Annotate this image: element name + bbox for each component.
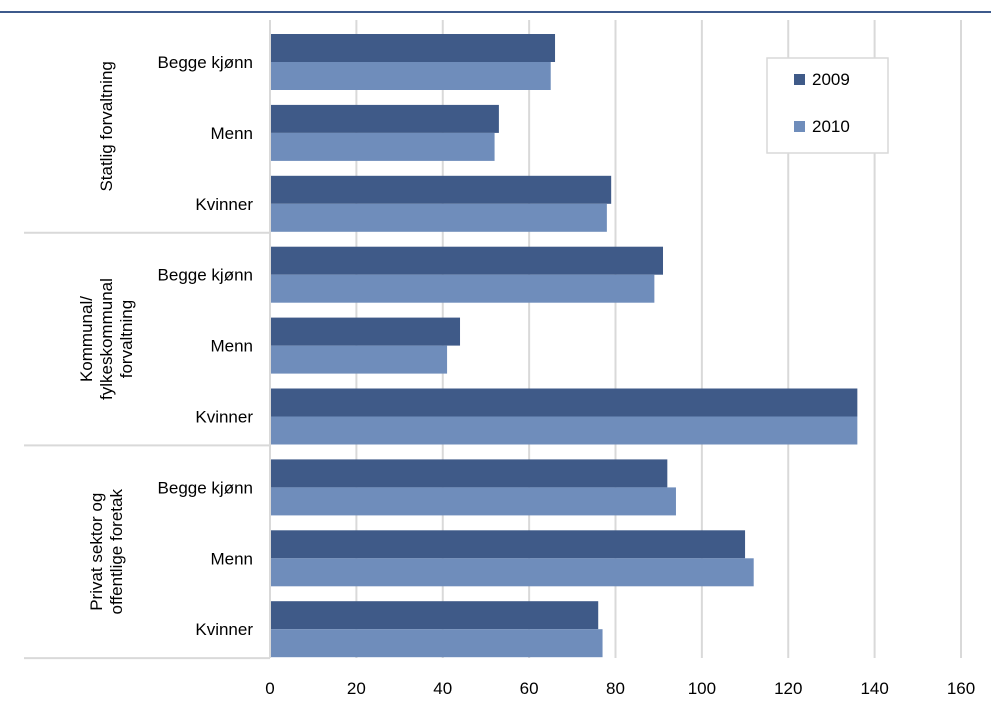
legend-swatch-2010 xyxy=(794,121,805,132)
x-tick-label: 160 xyxy=(947,679,975,698)
bar-2010 xyxy=(270,558,754,587)
category-label: Begge kjønn xyxy=(158,266,253,285)
bar-2009 xyxy=(270,246,664,275)
x-tick-label: 140 xyxy=(860,679,888,698)
category-label: Menn xyxy=(210,337,253,356)
bar-2009 xyxy=(270,175,612,204)
group-label: Statlig forvaltning xyxy=(97,61,116,191)
legend-label-2009: 2009 xyxy=(812,70,850,89)
category-label: Kvinner xyxy=(195,195,253,214)
x-tick-label: 120 xyxy=(774,679,802,698)
bar-2009 xyxy=(270,388,858,417)
x-tick-label: 80 xyxy=(606,679,625,698)
bar-2009 xyxy=(270,530,746,559)
axes: 0 20 40 60 80 100 120 140 160 xyxy=(24,20,975,698)
bar-2010 xyxy=(270,345,448,374)
category-label: Menn xyxy=(210,124,253,143)
bar-2009 xyxy=(270,34,556,62)
x-tick-label: 20 xyxy=(347,679,366,698)
x-tick-label: 40 xyxy=(433,679,452,698)
legend-label-2010: 2010 xyxy=(812,117,850,136)
category-label: Begge kjønn xyxy=(158,53,253,72)
bar-2010 xyxy=(270,132,495,161)
labels: Begge kjønn Menn Kvinner Begge kjønn Menn Kvi… xyxy=(77,53,253,639)
bars xyxy=(270,34,858,658)
legend: 2009 2010 xyxy=(766,57,889,154)
bar-2010 xyxy=(270,203,607,232)
bar-2010 xyxy=(270,487,676,516)
x-tick-label: 0 xyxy=(265,679,274,698)
category-label: Menn xyxy=(210,549,253,568)
bar-2010 xyxy=(270,416,858,445)
bar-2009 xyxy=(270,601,599,630)
legend-box xyxy=(766,57,889,154)
bar-2010 xyxy=(270,274,655,303)
category-label: Begge kjønn xyxy=(158,478,253,497)
x-tick-label: 100 xyxy=(688,679,716,698)
category-label: Kvinner xyxy=(195,408,253,427)
bar-2009 xyxy=(270,317,461,346)
category-label: Kvinner xyxy=(195,620,253,639)
bar-2010 xyxy=(270,629,603,658)
legend-swatch-2009 xyxy=(794,74,805,85)
bar-2009 xyxy=(270,459,668,488)
bar-2010 xyxy=(270,62,551,90)
x-tick-label: 60 xyxy=(520,679,539,698)
group-label: Kommunal/fylkeskommunalforvaltning xyxy=(77,278,136,400)
group-label: Privat sektor ogoffentlige foretak xyxy=(87,489,126,615)
bar-2009 xyxy=(270,104,499,133)
